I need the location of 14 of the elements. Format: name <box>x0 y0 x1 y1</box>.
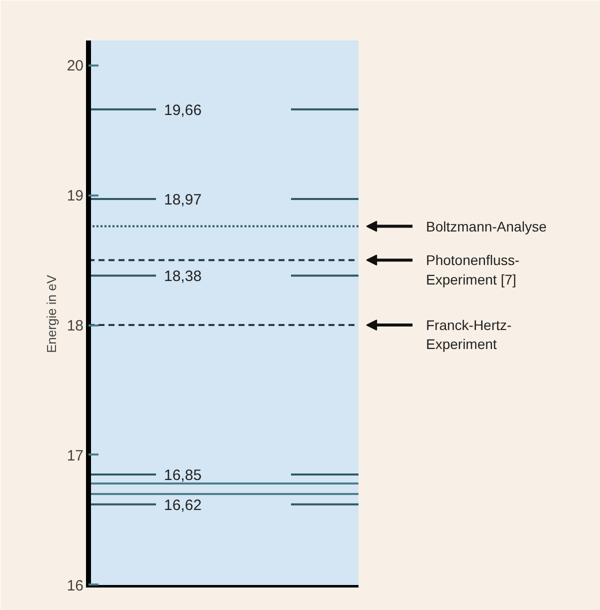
data-label: 19,66 <box>164 102 202 119</box>
data-label: 16,62 <box>164 496 202 514</box>
data-label: 16,85 <box>164 466 202 484</box>
y-tick-label: 16 <box>66 577 84 594</box>
y-tick-label: 20 <box>66 58 84 75</box>
ref-line-label: Photonenfluss- Experiment [7] <box>426 252 520 288</box>
ref-line-label: Boltzmann-Analyse <box>426 218 547 234</box>
y-axis-title: Energie in eV <box>44 274 59 354</box>
data-label: 18,38 <box>164 268 202 286</box>
data-label: 18,97 <box>164 192 202 209</box>
y-tick-label: 17 <box>66 447 84 464</box>
y-tick-label: 19 <box>66 188 84 205</box>
ref-line-label: Franck-Hertz- Experiment <box>426 317 512 352</box>
y-tick-label: 18 <box>66 318 84 335</box>
